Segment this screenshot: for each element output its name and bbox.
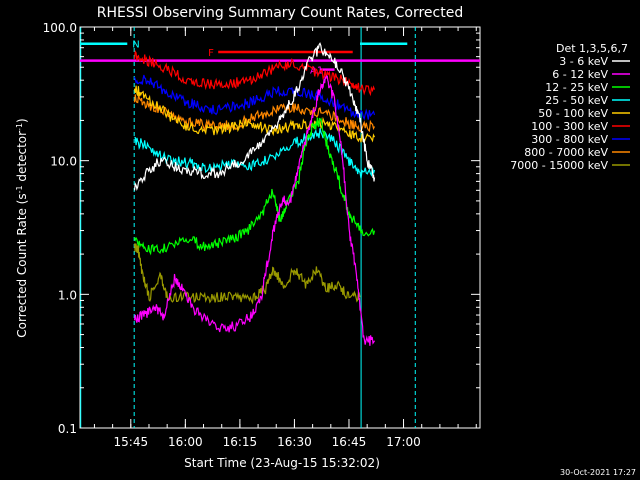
- y-tick-label: 10.0: [50, 155, 77, 169]
- series-line-3-6-kev: [133, 42, 376, 192]
- x-tick-label: 16:45: [332, 435, 367, 449]
- legend-label-7000-15000-kev: 7000 - 15000 keV: [510, 159, 608, 172]
- x-tick-label: 16:15: [223, 435, 258, 449]
- x-tick-label: 16:00: [168, 435, 203, 449]
- y-tick-label: 100.0: [43, 21, 77, 35]
- footer-date: 30-Oct-2021 17:27: [560, 468, 636, 477]
- y-axis-label-sup2: -1: [15, 123, 24, 131]
- legend-label-3-6-kev: 3 - 6 keV: [559, 55, 608, 68]
- x-tick-label: 15:45: [114, 435, 149, 449]
- y-axis-label-sup1: -1: [15, 185, 24, 193]
- legend-label-25-50-kev: 25 - 50 keV: [545, 94, 608, 107]
- annotation-label-f: F: [208, 48, 214, 59]
- legend-label-800-7000-kev: 800 - 7000 keV: [524, 146, 608, 159]
- x-tick-label: 16:30: [277, 435, 312, 449]
- y-axis-label-main: Corrected Count Rate (s: [15, 193, 29, 337]
- legend-label-6-12-kev: 6 - 12 keV: [552, 68, 608, 81]
- series-line-300-800-kev: [133, 74, 376, 121]
- legend-title: Det 1,3,5,6,7: [556, 42, 628, 55]
- y-tick-label: 0.1: [58, 422, 77, 436]
- legend-label-300-800-kev: 300 - 800 keV: [531, 133, 608, 146]
- annotation-label-n: N: [132, 40, 139, 51]
- legend-label-50-100-kev: 50 - 100 keV: [538, 107, 608, 120]
- x-tick-label: 17:00: [386, 435, 421, 449]
- series-line-7000-15000-kev: [133, 243, 361, 305]
- series-line-100-300-kev: [133, 49, 376, 97]
- series-line-50-100-kev: [133, 85, 376, 144]
- x-axis-label: Start Time (23-Aug-15 15:32:02): [184, 456, 380, 470]
- plot-frame: [79, 26, 481, 429]
- plot-area: 100.0 10.0 1.0 0.1 15:45 16:00 16:15 16:30 16:45…: [43, 21, 481, 449]
- y-axis-label: Corrected Count Rate (s-1 detector-1): [15, 118, 30, 337]
- legend-label-12-25-kev: 12 - 25 keV: [545, 81, 608, 94]
- legend-label-100-300-kev: 100 - 300 keV: [531, 120, 608, 133]
- y-tick-label: 1.0: [58, 288, 77, 302]
- y-axis-label-mid: detector: [15, 131, 29, 186]
- series-line-12-25-kev: [133, 117, 376, 256]
- chart-title: RHESSI Observing Summary Count Rates, Co…: [97, 5, 463, 21]
- y-axis-label-end: ): [15, 118, 29, 123]
- series-line-6-12-kev: [133, 75, 376, 346]
